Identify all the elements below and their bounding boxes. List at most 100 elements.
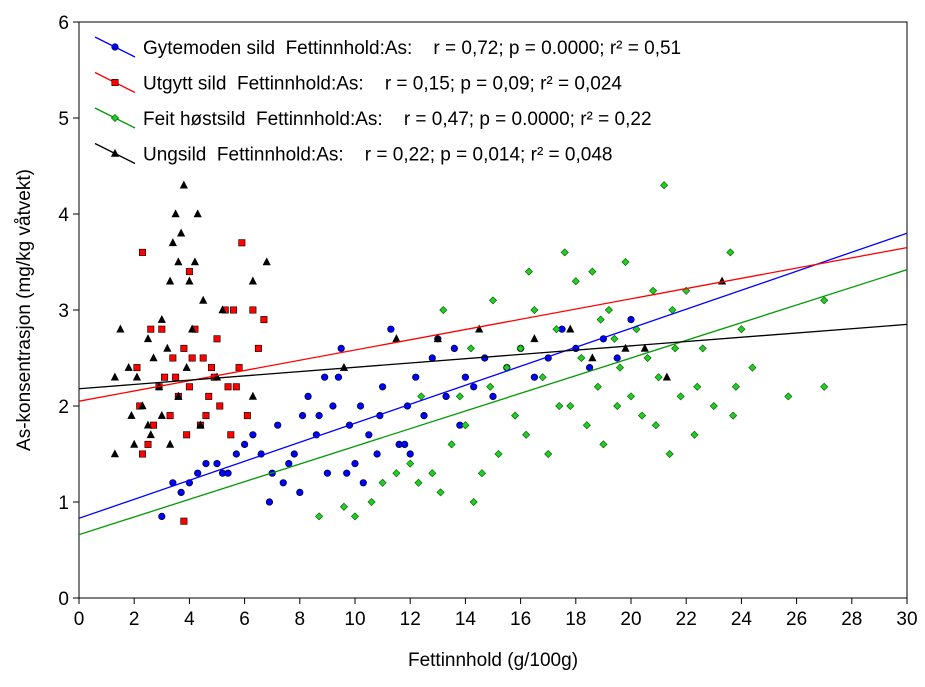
point: [717, 276, 727, 285]
point: [820, 382, 829, 391]
point: [188, 324, 197, 333]
point: [182, 362, 191, 371]
legend-label: Gytemoden sild Fettinnhold:As: r = 0,72;…: [143, 38, 681, 59]
point: [615, 363, 624, 372]
point: [248, 276, 257, 285]
point: [116, 324, 125, 333]
point: [748, 363, 757, 372]
point: [157, 314, 166, 323]
point: [470, 383, 478, 391]
point: [552, 325, 561, 334]
point: [731, 382, 740, 391]
point: [143, 420, 153, 429]
point: [698, 344, 707, 353]
point: [180, 517, 188, 525]
point: [469, 497, 478, 507]
point: [232, 383, 240, 391]
point: [190, 257, 200, 266]
point: [216, 402, 224, 410]
y-tick-label: 0: [58, 589, 69, 610]
point: [406, 459, 415, 468]
point: [610, 334, 619, 343]
point: [461, 373, 470, 381]
point: [522, 430, 531, 439]
x-tick-label: 28: [841, 609, 862, 630]
point: [820, 296, 829, 305]
point: [373, 450, 381, 458]
legend-marker: [110, 148, 120, 157]
point: [185, 383, 193, 391]
point: [304, 392, 312, 401]
legend: Gytemoden sild Fettinnhold:As: r = 0,72;…: [94, 36, 681, 166]
x-tick-label: 0: [74, 609, 85, 630]
point: [640, 343, 649, 352]
point: [428, 469, 437, 478]
point: [224, 383, 232, 391]
point: [599, 440, 608, 449]
point: [138, 248, 146, 256]
point: [298, 412, 307, 420]
point: [627, 316, 635, 324]
point: [169, 354, 177, 362]
point: [439, 305, 448, 315]
point: [249, 306, 257, 314]
point: [171, 209, 180, 218]
point: [406, 450, 414, 458]
point: [321, 373, 329, 381]
x-tick-label: 18: [565, 609, 586, 630]
point: [571, 277, 580, 286]
point: [566, 324, 575, 333]
point: [179, 180, 188, 189]
fit-line: [79, 232, 907, 519]
point: [414, 478, 423, 487]
legend-label: Ungsild Fettinnhold:As: r = 0,22; p = 0,…: [143, 145, 612, 166]
point: [593, 382, 602, 391]
point: [420, 412, 428, 420]
fit-line: [79, 323, 907, 390]
point: [412, 373, 420, 381]
y-tick-label: 4: [58, 205, 69, 226]
point: [163, 343, 172, 352]
point: [274, 421, 282, 429]
point: [166, 412, 174, 420]
x-tick-label: 20: [620, 609, 641, 630]
point: [262, 257, 271, 266]
point: [530, 334, 539, 343]
point: [130, 439, 139, 448]
point: [146, 430, 155, 439]
point: [260, 316, 268, 324]
point: [378, 478, 387, 487]
point: [447, 440, 456, 449]
point: [651, 421, 660, 430]
x-tick-label: 22: [676, 609, 697, 630]
fit-line: [79, 246, 907, 402]
point: [165, 276, 175, 285]
point: [690, 430, 699, 439]
point: [218, 469, 227, 477]
point: [726, 248, 735, 257]
point: [737, 325, 746, 334]
point: [784, 392, 793, 401]
point: [149, 353, 158, 362]
point: [147, 325, 155, 333]
point: [230, 306, 238, 314]
point: [433, 334, 442, 343]
point: [238, 239, 246, 247]
point: [202, 412, 210, 420]
point: [227, 431, 235, 439]
point: [110, 449, 119, 458]
point: [248, 391, 257, 400]
point: [436, 488, 445, 497]
point: [279, 479, 287, 487]
point: [183, 431, 191, 439]
point: [296, 488, 304, 497]
point: [243, 412, 251, 420]
point: [524, 267, 533, 276]
point: [392, 334, 401, 343]
point: [232, 450, 240, 458]
point: [207, 364, 215, 372]
point: [185, 276, 194, 285]
point: [205, 392, 213, 400]
point: [613, 354, 621, 362]
point: [516, 344, 525, 353]
